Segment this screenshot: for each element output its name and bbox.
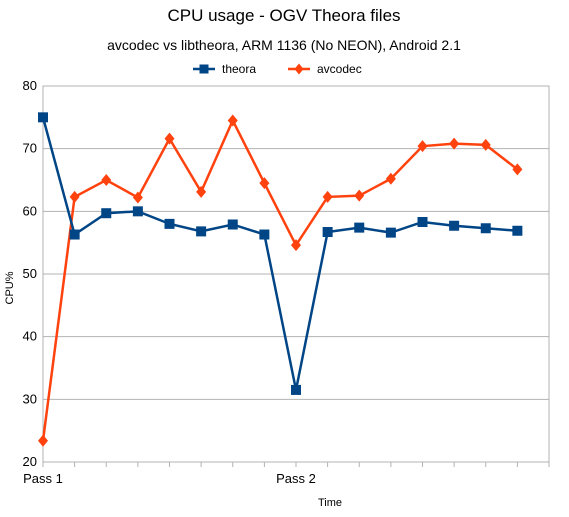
x-tick-label-1: Pass 1 — [23, 471, 63, 486]
data-point-theora-3 — [101, 208, 112, 219]
data-point-theora-12 — [385, 227, 396, 238]
series-layer — [38, 112, 523, 447]
y-tick-label-40: 40 — [23, 329, 37, 344]
data-point-avcodec-13 — [417, 140, 428, 153]
data-point-theora-10 — [322, 227, 333, 238]
data-point-theora-13 — [417, 216, 428, 227]
legend: theora avcodec — [193, 62, 362, 76]
data-point-theora-7 — [227, 219, 238, 230]
series-line-theora — [41, 117, 518, 391]
data-point-avcodec-16 — [512, 163, 523, 176]
y-axis-tick-labels: 20 30 40 50 60 70 80 — [23, 78, 37, 469]
data-point-avcodec-6 — [196, 185, 207, 198]
data-point-theora-1 — [38, 112, 48, 123]
data-point-theora-5 — [164, 218, 175, 229]
data-point-theora-15 — [480, 223, 491, 234]
y-tick-label-80: 80 — [23, 78, 37, 93]
legend-marker-avcodec — [294, 63, 304, 75]
chart-title: CPU usage - OGV Theora files — [167, 6, 400, 25]
data-point-theora-14 — [449, 220, 460, 231]
series-avcodec — [38, 114, 523, 447]
data-point-avcodec-9 — [291, 239, 301, 252]
data-point-avcodec-10 — [322, 190, 333, 203]
chart-subtitle: avcodec vs libtheora, ARM 1136 (No NEON)… — [107, 37, 461, 53]
y-tick-label-30: 30 — [23, 391, 37, 406]
legend-label-theora: theora — [222, 62, 256, 76]
series-theora — [38, 112, 523, 395]
y-tick-label-70: 70 — [23, 141, 37, 156]
data-point-theora-6 — [196, 226, 207, 237]
data-point-avcodec-11 — [354, 189, 365, 202]
data-point-theora-8 — [259, 229, 270, 240]
data-point-avcodec-15 — [480, 138, 491, 151]
legend-label-avcodec: avcodec — [317, 62, 362, 76]
y-tick-label-60: 60 — [23, 203, 37, 218]
x-axis-tick-labels: Pass 1 Pass 2 — [23, 471, 316, 486]
data-point-avcodec-8 — [259, 177, 270, 190]
data-point-avcodec-1 — [38, 434, 48, 447]
series-line-avcodec — [41, 117, 519, 441]
legend-item-theora: theora — [193, 62, 256, 76]
data-point-avcodec-2 — [69, 190, 80, 203]
x-tick-label-2: Pass 2 — [276, 471, 316, 486]
data-point-avcodec-5 — [164, 132, 175, 145]
x-axis-ticks — [42, 462, 550, 467]
data-point-theora-9 — [291, 384, 301, 395]
data-point-avcodec-14 — [449, 137, 460, 150]
data-point-theora-2 — [69, 229, 80, 240]
data-point-avcodec-7 — [227, 114, 238, 127]
data-point-avcodec-4 — [132, 191, 143, 204]
data-point-theora-11 — [354, 222, 365, 233]
y-tick-label-20: 20 — [23, 454, 37, 469]
y-tick-label-50: 50 — [23, 266, 37, 281]
data-point-avcodec-12 — [385, 172, 396, 185]
data-point-theora-4 — [132, 206, 143, 217]
y-axis-label: CPU% — [4, 271, 16, 304]
x-axis-label: Time — [318, 497, 342, 509]
data-point-avcodec-3 — [101, 174, 112, 186]
data-point-theora-16 — [512, 225, 523, 236]
legend-marker-theora — [199, 64, 209, 74]
legend-item-avcodec: avcodec — [288, 62, 362, 76]
